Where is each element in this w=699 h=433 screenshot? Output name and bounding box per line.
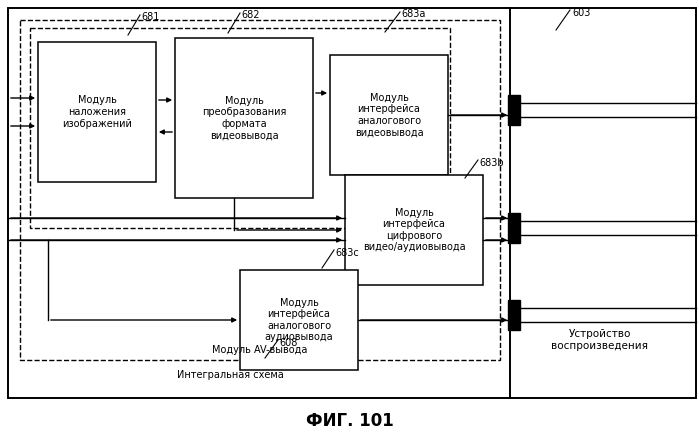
Bar [30,28,450,228]
Text: Модуль
интерфейса
аналогового
аудиовывода: Модуль интерфейса аналогового аудиовывод… [265,297,333,343]
Text: 683a: 683a [401,9,426,19]
Bar [38,42,156,182]
Bar [345,175,483,285]
Bar [240,270,358,370]
Bar [508,95,520,125]
Bar [508,300,520,330]
Text: 682: 682 [241,10,259,20]
Text: Модуль
интерфейса
аналогового
видеовывода: Модуль интерфейса аналогового видеовывод… [354,93,424,137]
Text: Интегральная схема: Интегральная схема [177,370,283,380]
Bar [20,20,500,360]
Text: Устройство
воспроизведения: Устройство воспроизведения [552,329,649,351]
Text: Модуль
интерфейса
цифрового
видео/аудиовывода: Модуль интерфейса цифрового видео/аудиов… [363,207,466,252]
Bar [330,55,448,175]
Text: 603: 603 [572,8,591,18]
Text: Модуль
преобразования
формата
видеовывода: Модуль преобразования формата видеовывод… [202,96,286,140]
Text: 681: 681 [141,12,159,22]
Text: 683c: 683c [335,248,359,258]
Text: 608: 608 [279,338,297,348]
Bar [175,38,313,198]
Text: ФИГ. 101: ФИГ. 101 [305,412,394,430]
Text: 683b: 683b [479,158,503,168]
Bar [508,213,520,243]
Text: Модуль AV-вывода: Модуль AV-вывода [212,345,308,355]
Text: Модуль
наложения
изображений: Модуль наложения изображений [62,95,132,129]
